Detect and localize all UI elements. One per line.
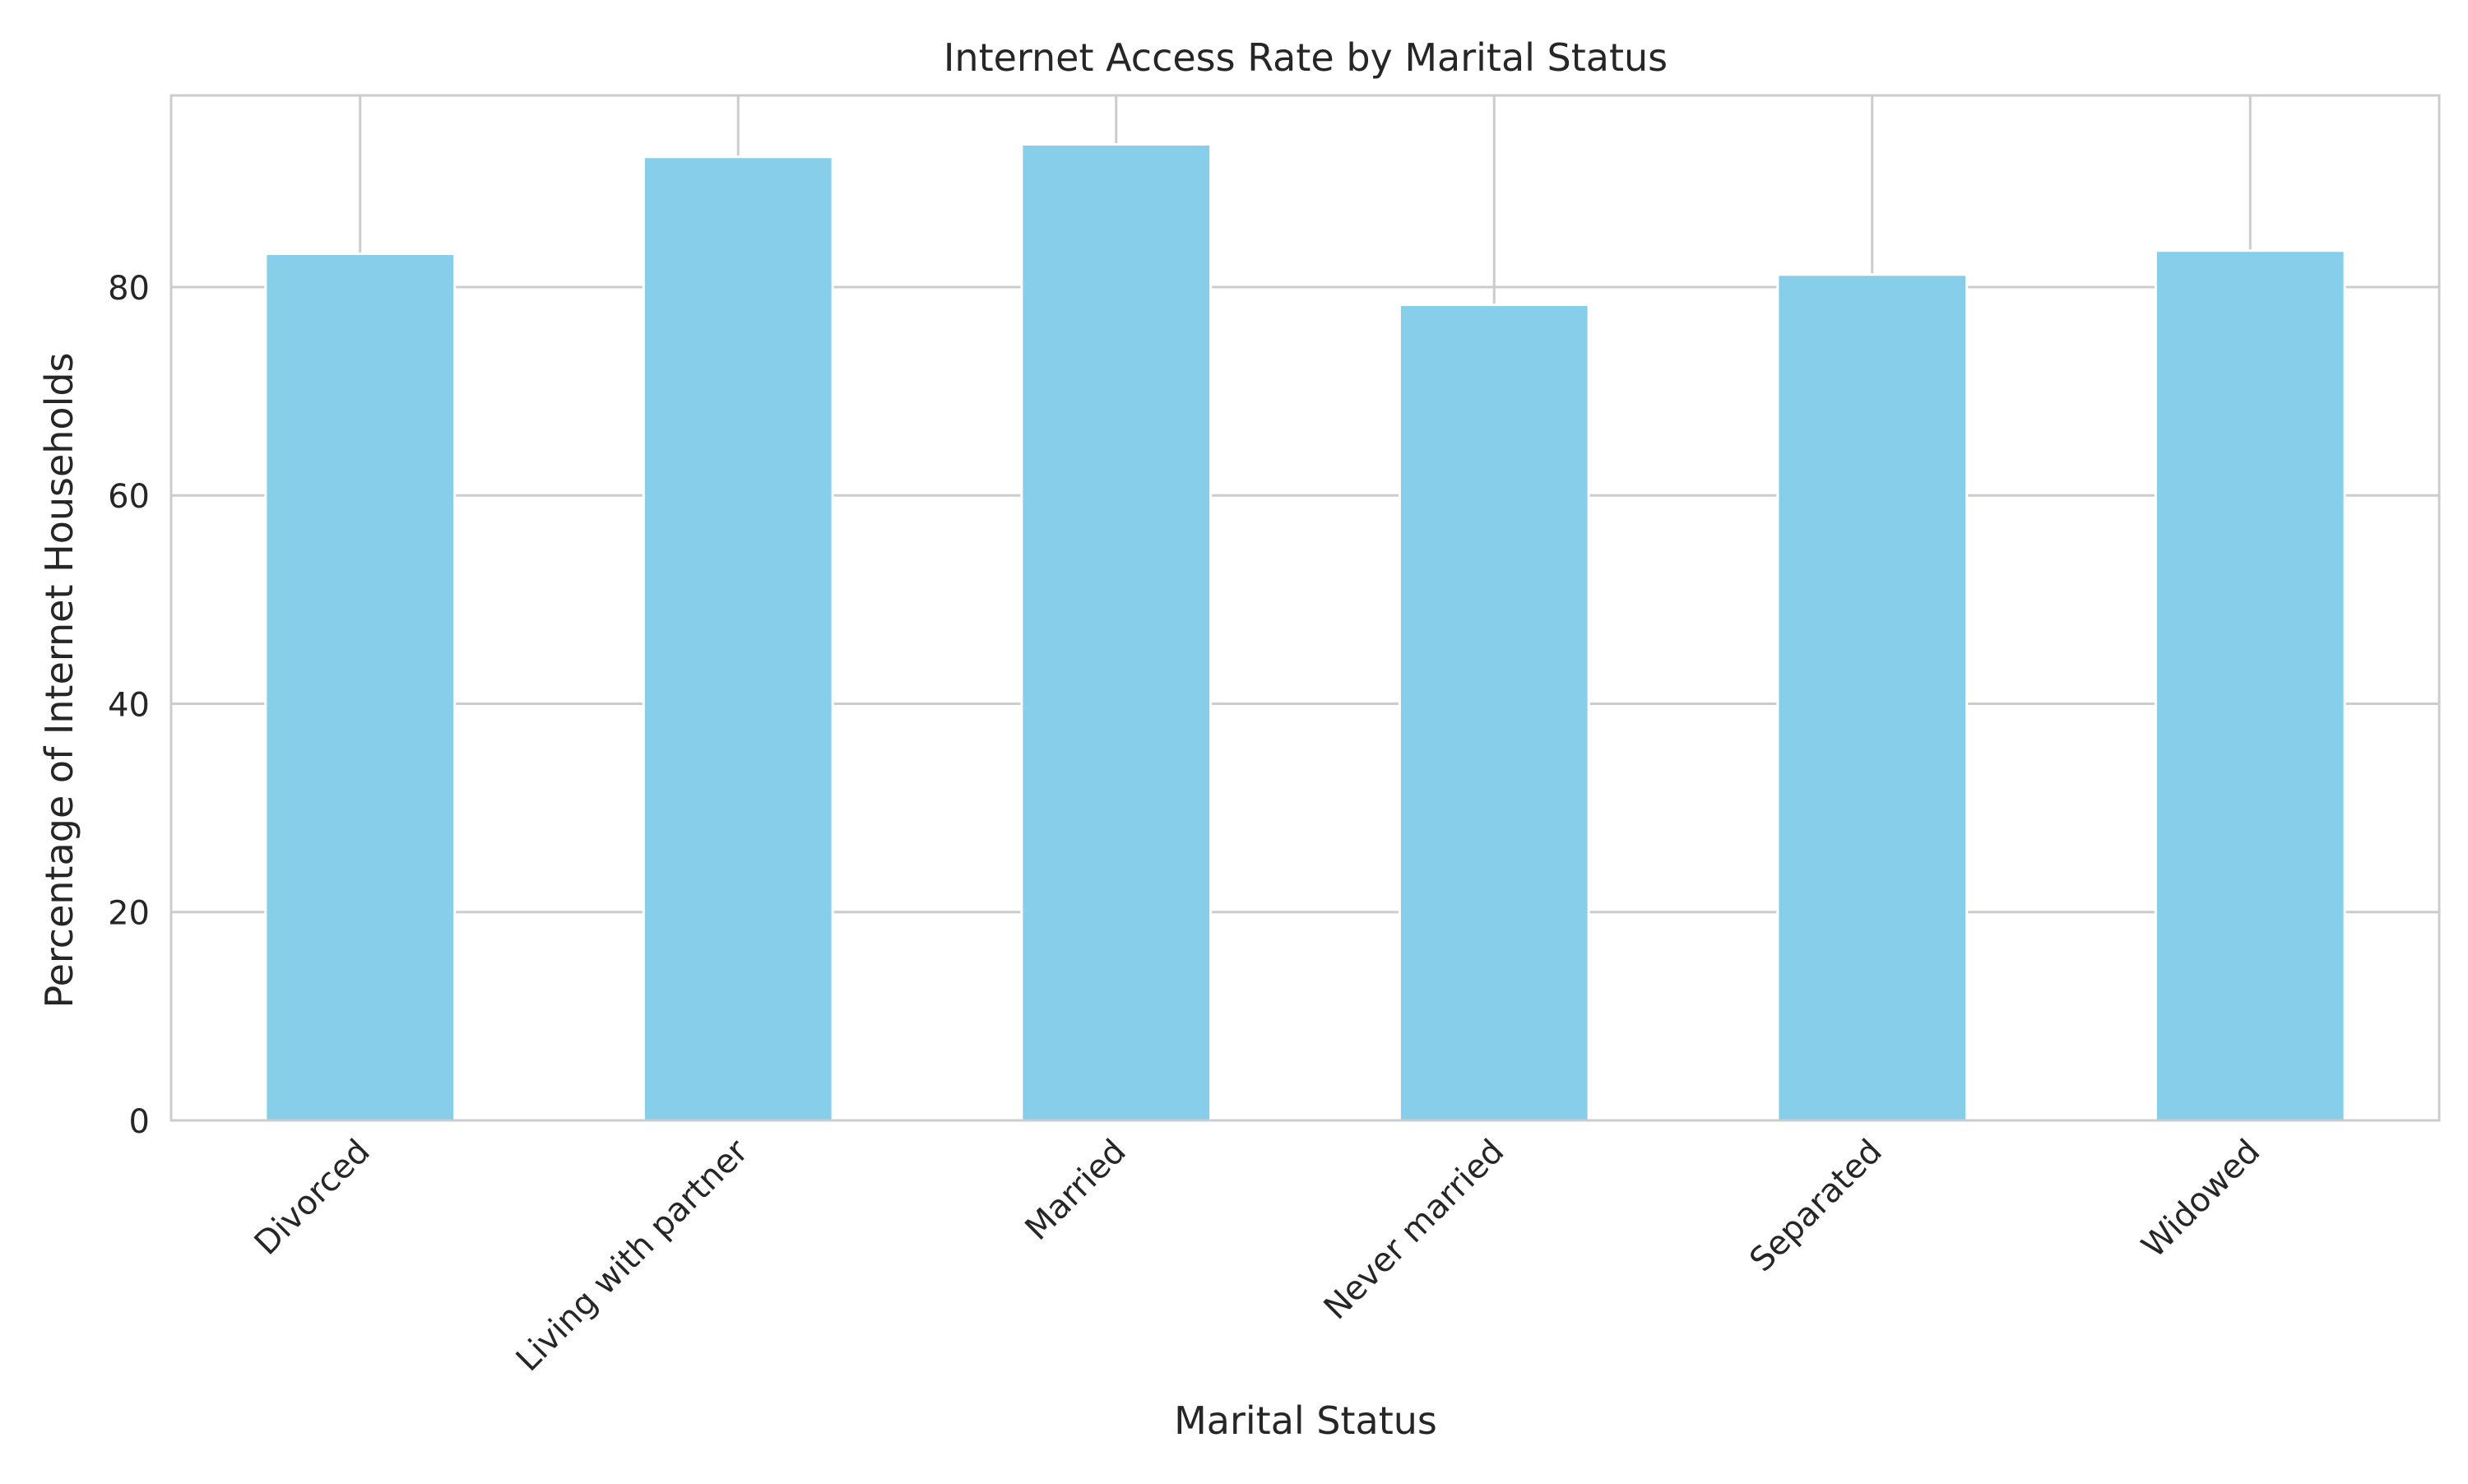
y-tick-label: 80 <box>108 270 150 308</box>
y-tick-labels: 0 20 40 60 80 <box>108 270 150 1141</box>
bar-separated <box>1776 273 1969 1122</box>
chart-title: Internet Access Rate by Marital Status <box>944 35 1668 80</box>
y-axis-label: Percentage of Internet Households <box>37 352 81 1008</box>
bar-layer <box>264 143 2346 1122</box>
bar-divorced <box>264 252 457 1122</box>
y-tick-label: 20 <box>108 895 150 933</box>
bar-married <box>1020 143 1213 1122</box>
y-tick-label: 60 <box>108 478 150 516</box>
bar-widowed <box>2154 249 2346 1122</box>
plot-frame <box>169 94 2441 1122</box>
bar-never-married <box>1398 304 1590 1122</box>
bar-living-with-partner <box>642 155 834 1122</box>
x-axis-label: Marital Status <box>1174 1398 1437 1443</box>
y-tick-label: 40 <box>108 686 150 724</box>
y-tick-label: 0 <box>129 1103 150 1141</box>
